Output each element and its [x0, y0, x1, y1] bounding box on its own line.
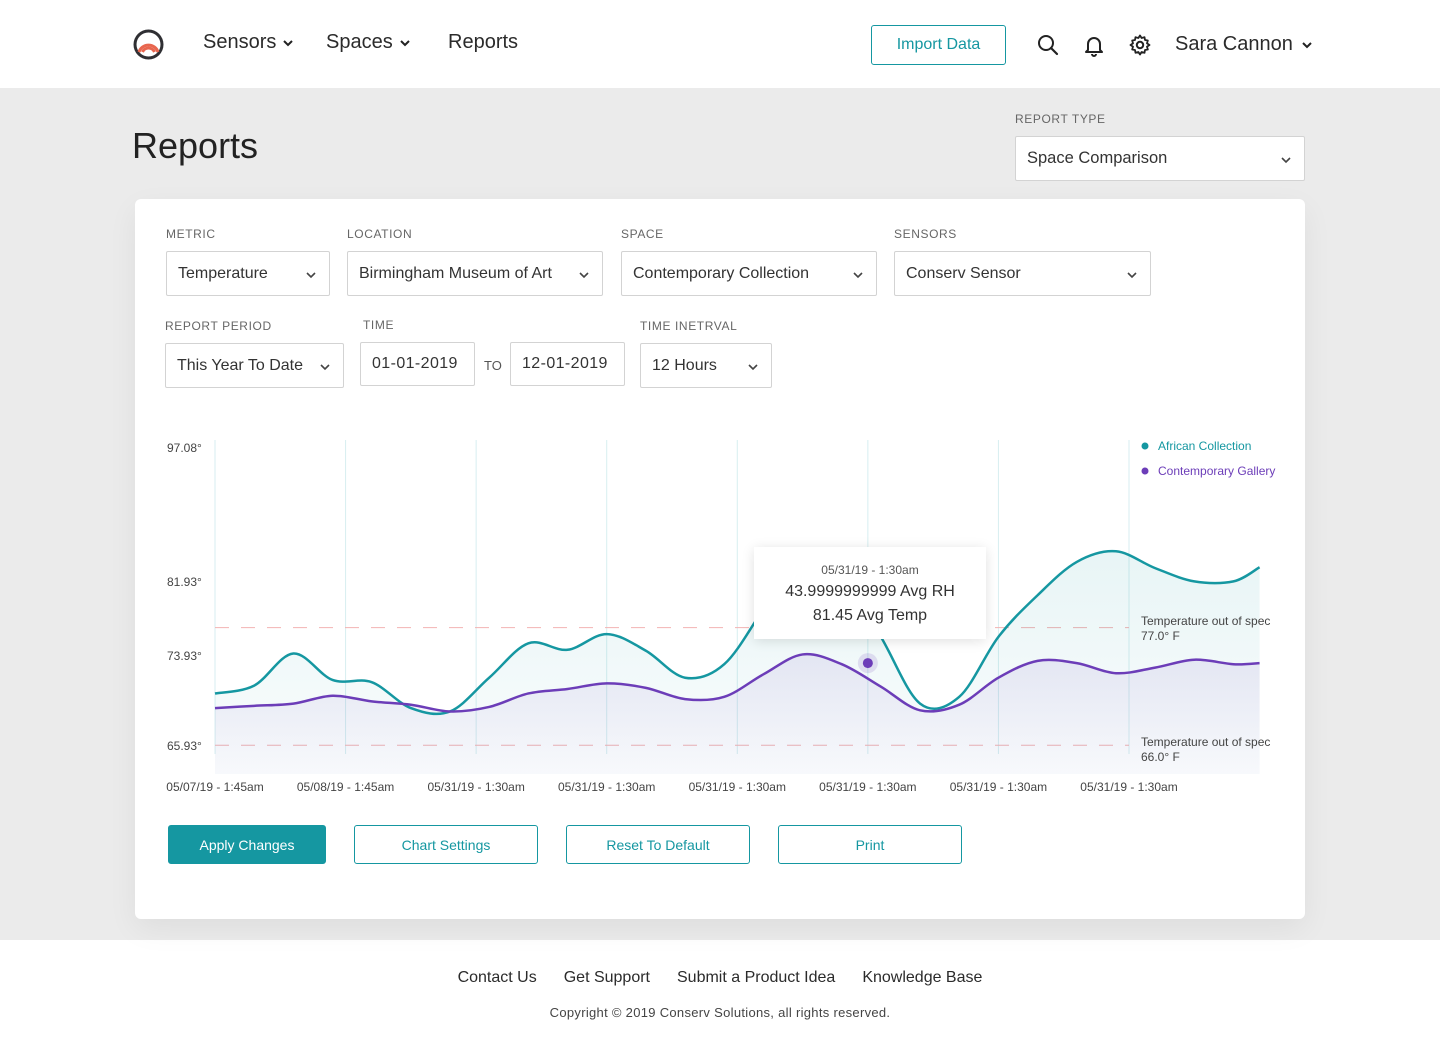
x-tick-label: 05/31/19 - 1:30am	[427, 780, 524, 794]
footer-get-support-link[interactable]: Get Support	[563, 969, 650, 986]
metric-value: Temperature	[178, 264, 268, 282]
x-tick-label: 05/08/19 - 1:45am	[297, 780, 394, 794]
chevron-down-icon	[283, 39, 294, 46]
sensors-select[interactable]: Conserv Sensor	[894, 251, 1151, 296]
time-label: TIME	[363, 318, 395, 332]
nav-reports[interactable]: Reports	[448, 31, 518, 54]
time-to-label: TO	[484, 358, 502, 373]
copyright-text: Copyright © 2019 Conserv Solutions, all …	[549, 1005, 891, 1020]
user-name: Sara Cannon	[1175, 33, 1293, 55]
report-period-label: REPORT PERIOD	[165, 319, 272, 333]
nav-sensors-label: Sensors	[203, 31, 277, 53]
chevron-down-icon	[400, 39, 410, 46]
metric-label: METRIC	[166, 227, 216, 241]
space-select[interactable]: Contemporary Collection	[621, 251, 877, 296]
space-label: SPACE	[621, 227, 664, 241]
spec-value: 66.0° F	[1141, 750, 1180, 764]
sensors-label: SENSORS	[894, 227, 957, 241]
x-tick-label: 05/31/19 - 1:30am	[558, 780, 655, 794]
series-areas	[215, 548, 1260, 774]
x-tick-label: 05/31/19 - 1:30am	[1080, 780, 1177, 794]
chevron-down-icon	[579, 271, 589, 278]
print-button[interactable]: Print	[778, 825, 962, 864]
tooltip-rh: 43.9999999999 Avg RH	[785, 583, 955, 600]
report-type-select[interactable]: Space Comparison	[1015, 136, 1305, 181]
tooltip-date: 05/31/19 - 1:30am	[821, 563, 919, 577]
x-tick-label: 05/31/19 - 1:30am	[689, 780, 786, 794]
report-type-label: REPORT TYPE	[1015, 112, 1106, 126]
sensors-value: Conserv Sensor	[906, 264, 1021, 282]
location-value: Birmingham Museum of Art	[359, 264, 552, 282]
nav-spaces-label: Spaces	[326, 31, 393, 53]
import-data-button[interactable]: Import Data	[871, 25, 1006, 65]
chevron-down-icon	[1127, 271, 1137, 278]
y-tick-label: 97.08°	[167, 441, 202, 455]
report-period-select[interactable]: This Year To Date	[165, 343, 344, 388]
user-menu[interactable]: Sara Cannon	[1175, 33, 1313, 56]
temperature-chart[interactable]: 97.08° 81.93° 73.93° 65.93° 05/07/19 - 1:45…	[135, 199, 1305, 809]
hover-marker	[857, 653, 878, 674]
apply-changes-button[interactable]: Apply Changes	[168, 825, 326, 864]
nav-reports-label: Reports	[448, 31, 519, 53]
y-axis-ticks: 97.08° 81.93° 73.93° 65.93°	[167, 441, 202, 753]
footer-knowledge-base-link[interactable]: Knowledge Base	[862, 969, 983, 986]
legend-label[interactable]: Contemporary Gallery	[1158, 464, 1275, 478]
chevron-down-icon	[1302, 41, 1312, 48]
chevron-down-icon	[306, 271, 316, 278]
time-from-input[interactable]: 01-01-2019	[360, 342, 475, 386]
time-interval-value: 12 Hours	[652, 356, 717, 374]
y-tick-label: 81.93°	[167, 575, 202, 589]
chevron-down-icon	[748, 363, 758, 370]
chart-tooltip: 05/31/19 - 1:30am 43.9999999999 Avg RH 8…	[754, 547, 986, 639]
reset-to-default-button[interactable]: Reset To Default	[566, 825, 750, 864]
y-tick-label: 73.93°	[167, 649, 202, 663]
gear-icon[interactable]	[1128, 33, 1152, 57]
legend-dot	[1141, 442, 1149, 450]
y-tick-label: 65.93°	[167, 739, 202, 753]
hover-point	[862, 658, 873, 669]
legend-dot	[1141, 467, 1149, 475]
time-to-input[interactable]: 12-01-2019	[510, 342, 625, 386]
nav-sensors[interactable]: Sensors	[203, 31, 294, 54]
spec-value: 77.0° F	[1141, 629, 1180, 643]
report-type-value: Space Comparison	[1027, 149, 1168, 167]
conserv-logo[interactable]	[132, 28, 165, 61]
tooltip-temp: 81.45 Avg Temp	[812, 607, 928, 624]
space-value: Contemporary Collection	[633, 264, 810, 282]
x-tick-label: 05/31/19 - 1:30am	[819, 780, 916, 794]
x-axis-ticks: 05/07/19 - 1:45am 05/08/19 - 1:45am 05/31/…	[166, 780, 1177, 794]
time-interval-select[interactable]: 12 Hours	[640, 343, 772, 388]
chart-legend: African Collection Contemporary Gallery	[1141, 439, 1275, 478]
series-area	[215, 654, 1260, 774]
x-tick-label: 05/31/19 - 1:30am	[950, 780, 1047, 794]
chevron-down-icon	[1281, 156, 1291, 163]
report-card: METRIC Temperature LOCATION Birmingham M…	[135, 199, 1305, 919]
page-title: Reports	[132, 125, 259, 166]
top-navigation: Sensors Spaces Reports Import Data Sara …	[0, 0, 1440, 88]
chevron-down-icon	[853, 271, 863, 278]
series-line-african-collection	[214, 547, 1261, 716]
search-icon[interactable]	[1036, 33, 1060, 57]
nav-spaces[interactable]: Spaces	[326, 31, 411, 54]
x-tick-label: 05/07/19 - 1:45am	[166, 780, 263, 794]
location-label: LOCATION	[347, 227, 413, 241]
footer-links: Contact Us Get Support Submit a Product …	[0, 969, 1440, 987]
series-lines	[214, 547, 1261, 716]
footer-product-idea-link[interactable]: Submit a Product Idea	[677, 969, 836, 986]
chevron-down-icon	[320, 363, 330, 370]
report-period-value: This Year To Date	[177, 356, 304, 374]
footer-contact-us-link[interactable]: Contact Us	[457, 969, 537, 986]
spec-label: Temperature out of spec	[1141, 735, 1270, 749]
series-line-contemporary-gallery	[214, 652, 1260, 713]
metric-select[interactable]: Temperature	[166, 251, 330, 296]
spec-label: Temperature out of spec	[1141, 614, 1270, 628]
chart-settings-button[interactable]: Chart Settings	[354, 825, 538, 864]
time-interval-label: TIME INETRVAL	[640, 319, 738, 333]
legend-label[interactable]: African Collection	[1158, 439, 1251, 453]
bell-icon[interactable]	[1082, 33, 1106, 57]
location-select[interactable]: Birmingham Museum of Art	[347, 251, 603, 296]
